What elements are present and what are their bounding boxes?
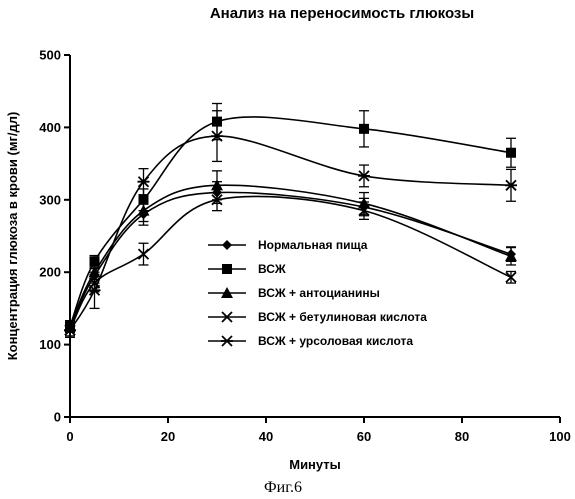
legend-label: ВСЖ + антоцианины <box>258 286 380 300</box>
legend-label: Нормальная пища <box>258 238 368 252</box>
series-line <box>70 136 511 330</box>
legend-entry: ВСЖ + урсоловая кислота <box>208 334 413 348</box>
figure-caption: Фиг.6 <box>264 479 302 496</box>
legend-label: ВСЖ + бетулиновая кислота <box>258 310 427 324</box>
y-tick-label: 300 <box>39 192 61 207</box>
legend: Нормальная пища ВСЖ ВСЖ + антоцианины ВСЖ +… <box>208 238 427 348</box>
legend-entry: ВСЖ + антоцианины <box>208 286 380 300</box>
y-axis-label: Концентрация глюкоза в крови (мг/дл) <box>5 112 20 361</box>
plot-area <box>64 104 517 338</box>
data-point <box>359 124 369 134</box>
x-tick-label: 60 <box>357 429 371 444</box>
x-tick-label: 20 <box>161 429 175 444</box>
chart-title: Анализ на переносимость глюкозы <box>210 5 474 22</box>
y-tick-label: 0 <box>54 410 61 425</box>
legend-entry: Нормальная пища <box>208 238 368 252</box>
x-tick-label: 80 <box>455 429 469 444</box>
legend-label: ВСЖ + урсоловая кислота <box>258 334 413 348</box>
y-tick-label: 100 <box>39 337 61 352</box>
x-tick-label: 40 <box>259 429 273 444</box>
legend-marker <box>222 264 232 274</box>
legend-marker <box>222 240 232 250</box>
y-tick-label: 200 <box>39 265 61 280</box>
x-tick-label: 100 <box>549 429 571 444</box>
axes <box>70 55 560 417</box>
legend-label: ВСЖ <box>258 262 286 276</box>
x-axis-label: Минуты <box>289 457 341 472</box>
data-point <box>506 148 516 158</box>
legend-marker <box>221 336 233 346</box>
x-tick-label: 0 <box>66 429 73 444</box>
series-line <box>70 185 511 326</box>
legend-entry: ВСЖ + бетулиновая кислота <box>208 310 427 324</box>
legend-entry: ВСЖ <box>208 262 286 276</box>
y-tick-label: 400 <box>39 120 61 135</box>
y-tick-label: 500 <box>39 48 61 63</box>
